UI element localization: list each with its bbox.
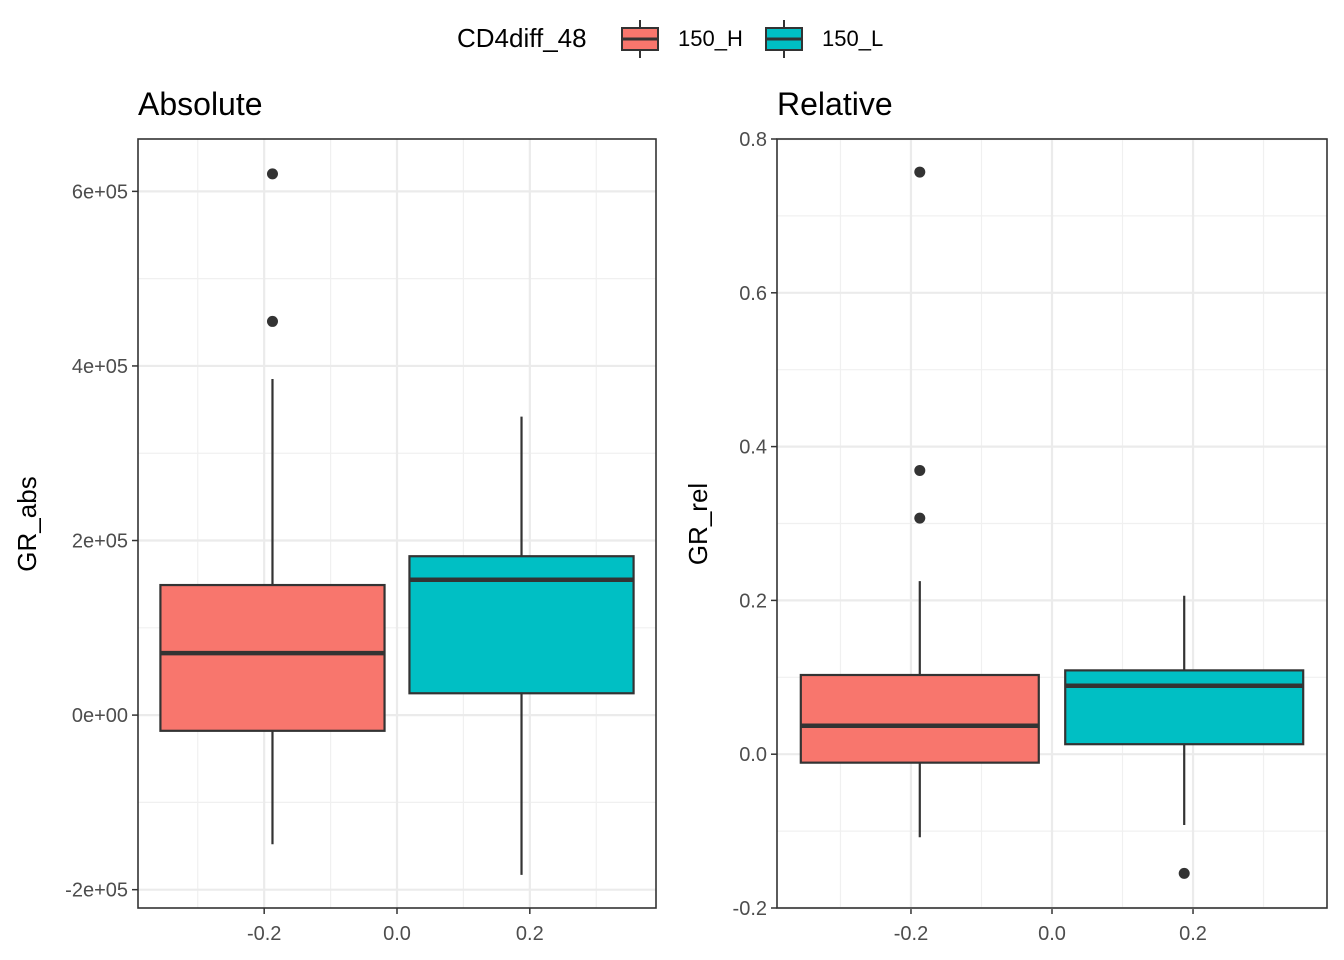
plot-area-absolute: -0.2 0.0 0.2 -2e+05 0e+00 2e+05 4e+05 6e+05: [65, 138, 657, 945]
legend-key-150-l: [765, 20, 803, 58]
x-tick-label: 0.2: [1179, 923, 1207, 945]
x-tick-label: 0.0: [1038, 923, 1066, 945]
legend-title: CD4diff_48: [457, 23, 587, 53]
box-150-h: [159, 168, 386, 845]
y-tick-label: -2e+05: [65, 880, 128, 902]
panel-relative: Relative GR_rel -0.2 0.0 0.2 -0.2 0.0 0.2 0.4 0…: [683, 86, 1328, 945]
box-body: [159, 583, 386, 732]
y-axis-title-absolute: GR_abs: [12, 476, 42, 571]
legend-key-150-h: [621, 20, 659, 58]
y-tick-label: 0.6: [739, 283, 767, 305]
box-150-h: [799, 166, 1040, 838]
outlier-point: [266, 168, 278, 180]
box-body: [408, 555, 635, 695]
box-body: [1064, 669, 1305, 746]
plot-area-relative: -0.2 0.0 0.2 -0.2 0.0 0.2 0.4 0.6 0.8: [733, 129, 1328, 945]
x-tick-label: -0.2: [894, 923, 928, 945]
panel-absolute: Absolute GR_abs -0.2 0.0 0.2 -2e+05 0e+00 2e+…: [12, 86, 657, 945]
y-tick-label: 6e+05: [72, 181, 128, 203]
y-tick-label: 0.0: [739, 744, 767, 766]
y-axis-title-relative: GR_rel: [683, 483, 713, 565]
legend: CD4diff_48 150_H 150_L: [457, 20, 883, 58]
outlier-point: [914, 166, 926, 178]
x-tick-label: -0.2: [247, 923, 281, 945]
outlier-point: [266, 315, 278, 327]
box-150-l: [1064, 595, 1305, 879]
outlier-point: [914, 464, 926, 476]
panel-border: [137, 138, 657, 909]
panel-title-relative: Relative: [777, 86, 893, 122]
outlier-point: [1178, 867, 1190, 879]
box-body: [799, 673, 1040, 764]
panel-title-absolute: Absolute: [138, 86, 263, 122]
y-tick-label: 0.8: [739, 129, 767, 151]
y-tick-label: 0e+00: [72, 705, 128, 727]
y-tick-label: -0.2: [733, 898, 767, 920]
legend-label-150-l: 150_L: [822, 26, 883, 51]
x-tick-label: 0.0: [383, 923, 411, 945]
y-tick-label: 0.4: [739, 437, 767, 459]
box-150-l: [408, 416, 635, 875]
x-tick-label: 0.2: [516, 923, 544, 945]
y-tick-label: 0.2: [739, 590, 767, 612]
outlier-point: [914, 512, 926, 524]
y-tick-label: 4e+05: [72, 356, 128, 378]
panel-border: [776, 138, 1328, 909]
y-tick-label: 2e+05: [72, 531, 128, 553]
legend-label-150-h: 150_H: [678, 26, 743, 51]
